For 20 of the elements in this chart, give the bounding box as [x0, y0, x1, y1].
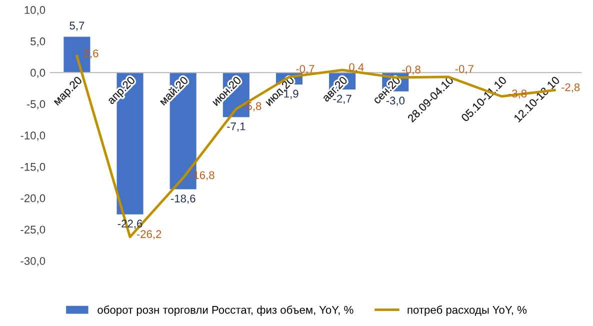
y-tick-label: -25,0	[20, 226, 46, 235]
y-tick-label: 5,0	[30, 37, 46, 47]
data-label: -18,6	[170, 194, 196, 204]
y-tick-label: -5,0	[26, 100, 46, 110]
data-label: -7,1	[227, 122, 246, 132]
data-label: 5,7	[70, 22, 84, 31]
data-label: -26,2	[136, 230, 162, 240]
legend-label: оборот розн торговли Росстат, физ объем, YoY, %	[98, 306, 354, 316]
y-tick-label: -15,0	[20, 162, 46, 172]
y-tick-label: 10,0	[24, 6, 46, 16]
y-tick-label: -30,0	[20, 257, 46, 266]
legend-label: потреб расходы YoY, %	[408, 306, 527, 316]
y-tick-label: -20,0	[20, 194, 46, 204]
data-label: -2,8	[561, 83, 580, 93]
data-label: -0,8	[402, 66, 420, 75]
y-tick-label: 0,0	[30, 68, 46, 78]
y-tick-label: -10,0	[20, 132, 46, 141]
data-label: 0,4	[349, 63, 364, 72]
data-label: -0,7	[455, 64, 474, 74]
data-label: -0,7	[296, 64, 314, 74]
